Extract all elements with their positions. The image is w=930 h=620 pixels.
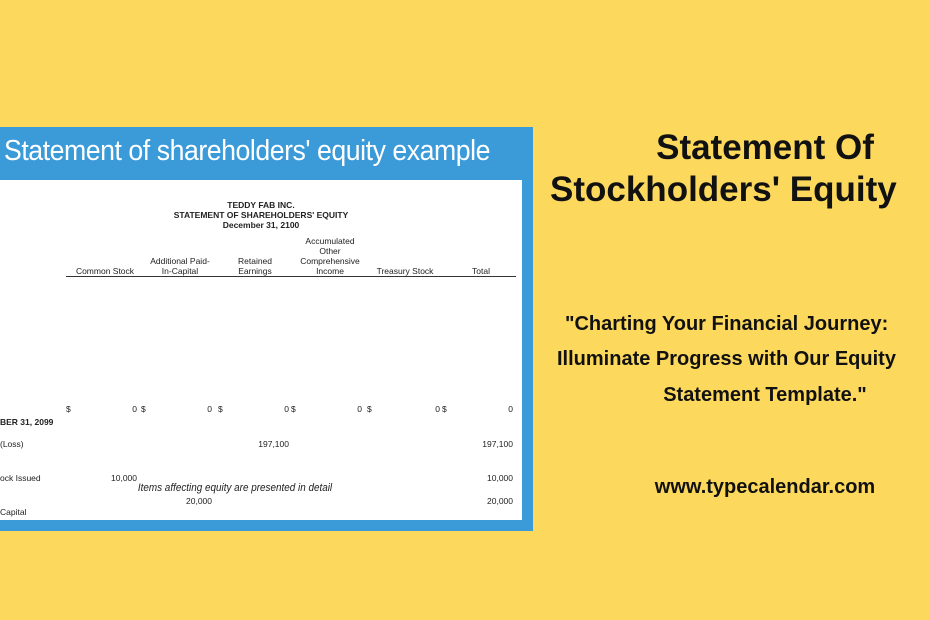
currency-sign: $ <box>141 404 146 414</box>
row-label-stock-issued: ock Issued <box>0 473 41 483</box>
row-label-paid-in: Capital <box>0 507 27 517</box>
currency-sign: $ <box>291 404 296 414</box>
opening-value: 0 <box>207 404 212 414</box>
example-image-title: Statement of shareholders' equity exampl… <box>4 135 491 167</box>
column-header: Treasury Stock <box>376 266 434 276</box>
net-income-total: 197,100 <box>482 439 513 449</box>
opening-value: 0 <box>357 404 362 414</box>
column-header: Accumulated Other Comprehensive Income <box>300 236 360 276</box>
statement-note: Items affecting equity are presented in … <box>137 482 333 494</box>
website-url: www.typecalendar.com <box>654 476 876 498</box>
header-underline <box>66 276 516 277</box>
paid-in-apic: 20,000 <box>186 496 212 506</box>
stock-issued-common: 10,000 <box>111 473 137 483</box>
currency-sign: $ <box>66 404 71 414</box>
column-header: Total <box>472 266 490 276</box>
quote-line3: Statement Template." <box>663 384 867 406</box>
column-header: Additional Paid- In-Capital <box>150 256 210 276</box>
net-income-retained: 197,100 <box>258 439 289 449</box>
stock-issued-total: 10,000 <box>487 473 513 483</box>
column-header: Common Stock <box>75 266 135 276</box>
headline-line2: Stockholders' Equity <box>550 170 897 209</box>
headline-line1: Statement Of <box>656 128 874 167</box>
row-label-opening: BER 31, 2099 <box>0 417 54 427</box>
quote-line2: Illuminate Progress with Our Equity <box>557 348 896 370</box>
statement-date: December 31, 2100 <box>222 220 300 230</box>
equity-statement-sheet: TEDDY FAB INC. STATEMENT OF SHAREHOLDERS… <box>0 180 522 520</box>
quote-line1: "Charting Your Financial Journey: <box>565 313 889 335</box>
currency-sign: $ <box>218 404 223 414</box>
currency-sign: $ <box>367 404 372 414</box>
paid-in-total: 20,000 <box>487 496 513 506</box>
row-label-net-income: (Loss) <box>0 439 24 449</box>
opening-value: 0 <box>435 404 440 414</box>
example-image-frame: Statement of shareholders' equity exampl… <box>0 127 533 531</box>
opening-value: 0 <box>132 404 137 414</box>
opening-value: 0 <box>284 404 289 414</box>
currency-sign: $ <box>442 404 447 414</box>
column-header: Retained Earnings <box>237 256 273 276</box>
company-name: TEDDY FAB INC. <box>227 200 295 210</box>
opening-value: 0 <box>508 404 513 414</box>
statement-title: STATEMENT OF SHAREHOLDERS' EQUITY <box>173 210 349 220</box>
